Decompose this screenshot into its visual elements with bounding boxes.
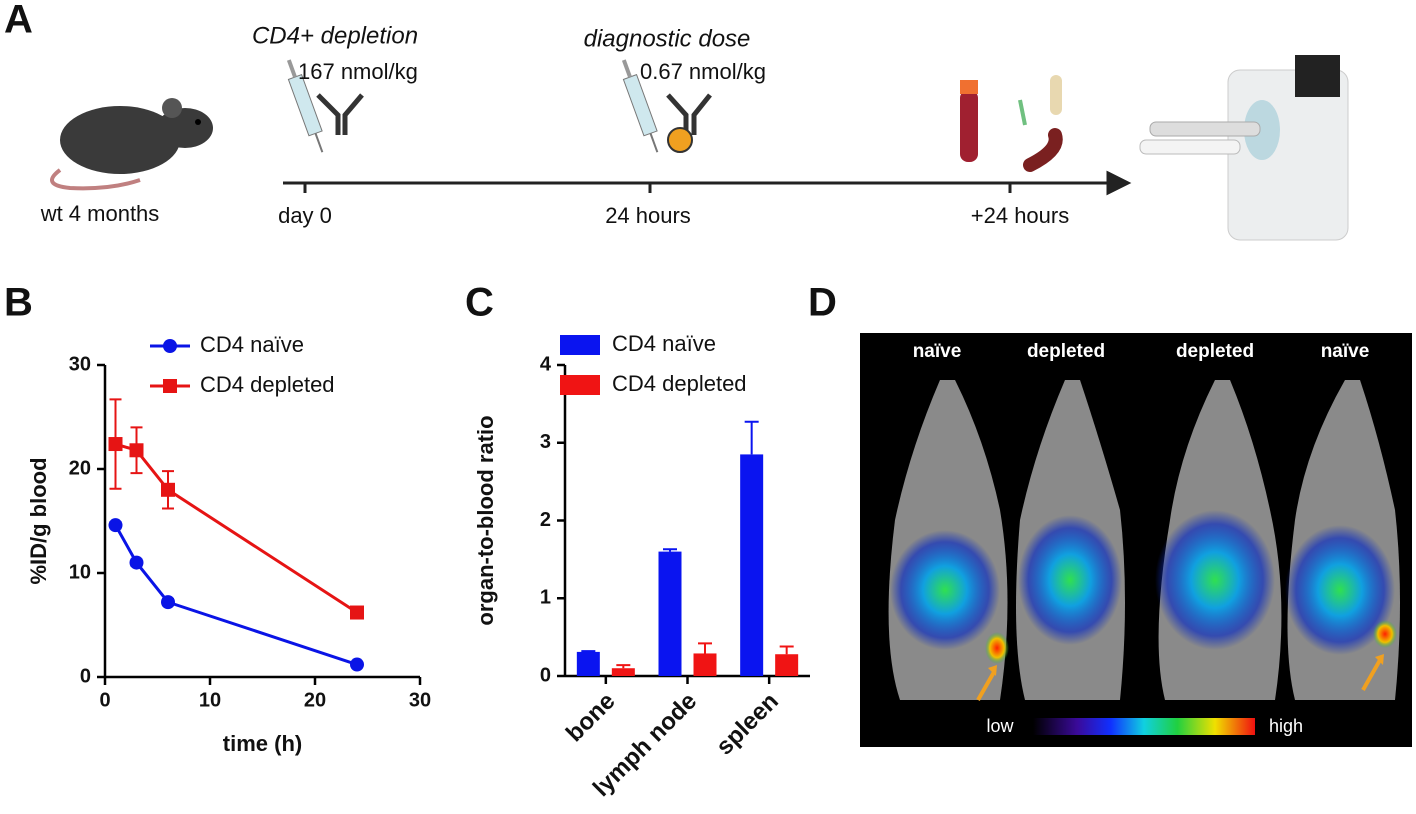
dose: 167 nmol/kg [298,59,418,84]
x-tick-label: 30 [409,689,431,711]
series-line [115,442,358,614]
marker [129,443,144,458]
error-bar [698,642,712,654]
time-label: day 0 [278,203,332,228]
mouse-label: wt 4 months [40,201,160,226]
imaging-panel [860,333,1412,747]
bar [775,654,799,676]
error-bar [616,664,631,669]
y-tick-label: 0 [540,664,551,686]
y-tick-label: 10 [69,561,91,583]
marker [161,482,175,497]
legend-marker [163,339,177,353]
bar [740,454,764,676]
panel-letter: A [4,0,33,42]
y-axis-title: organ-to-blood ratio [473,415,498,625]
step-title: diagnostic dose [584,25,751,52]
panel-letter: C [465,281,494,325]
antibody-icon [666,93,712,135]
legend-swatch [560,335,600,355]
marker [129,555,144,570]
syringe-icon [621,59,659,153]
panel-letter: D [808,281,837,325]
bar [576,651,600,676]
bar [611,668,635,676]
column-label: naïve [913,341,962,362]
legend-label: CD4 depleted [200,372,335,397]
legend-label: CD4 naïve [612,331,716,356]
mouse-illustration [50,98,213,191]
y-tick-label: 4 [540,353,552,375]
marker [161,595,175,610]
column-label: naïve [1321,341,1370,362]
bar [658,551,682,676]
x-tick-label: 20 [304,689,326,711]
column-label: depleted [1176,341,1254,362]
organ-icons [960,75,1063,172]
x-tick-label: spleen [711,688,784,761]
legend-label: CD4 naïve [200,332,304,357]
legend-marker [163,379,177,393]
antibody-icon [316,93,364,135]
time-label: +24 hours [971,203,1069,228]
error-bar [779,645,794,655]
bar [693,653,717,676]
marker [350,605,364,620]
series-line [114,524,358,666]
error-bar [663,548,677,552]
marker [350,657,364,672]
marker [108,437,123,452]
y-tick-label: 20 [69,457,91,479]
x-tick-label: 0 [99,689,110,711]
legend-label: CD4 depleted [612,371,747,396]
dose: 0.67 nmol/kg [640,59,766,84]
legend-swatch [560,375,600,395]
step-title: CD4+ depletion [252,22,418,49]
colorbar-label: high [1269,716,1303,736]
colorbar-label: low [986,716,1014,736]
error-bar [744,420,759,455]
x-axis-title: time (h) [223,731,302,756]
y-tick-label: 30 [69,353,91,375]
radioactive-icon [667,127,693,153]
timeline [283,170,1132,196]
panel-letter: B [4,281,33,325]
x-tick-label: 10 [199,689,221,711]
x-tick-label: bone [561,688,621,748]
y-tick-label: 0 [80,665,91,687]
time-label: 24 hours [605,203,691,228]
y-tick-label: 1 [540,587,551,609]
scanner-illustration [1139,55,1349,241]
column-label: depleted [1027,341,1105,362]
y-tick-label: 3 [540,431,551,453]
error-bar [581,650,596,653]
y-tick-label: 2 [540,509,551,531]
syringe-icon [286,59,324,153]
y-axis-title: %ID/g blood [26,457,51,584]
marker [108,518,123,533]
